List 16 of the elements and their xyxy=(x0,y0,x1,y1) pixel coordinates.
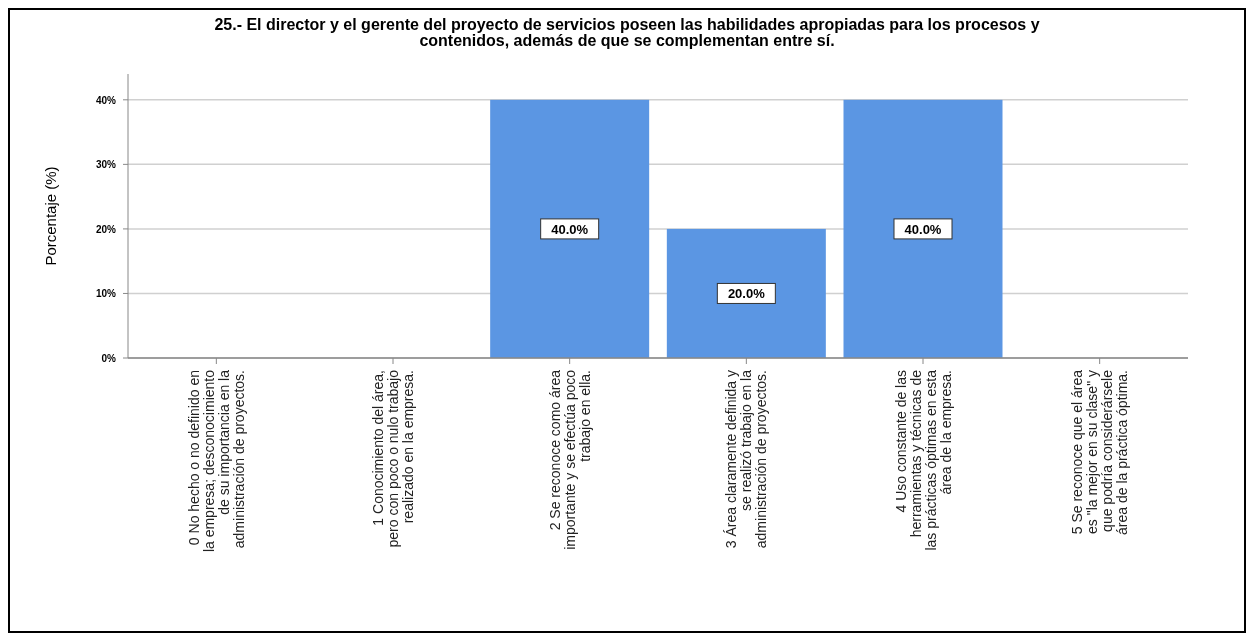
data-label: 40.0% xyxy=(551,221,589,237)
chart-title: 25.- El director y el gerente del proyecto de servicios poseen las habilidades apropiadas para los procesos y contenidos, además de que se complementan entre sí. xyxy=(214,16,1040,49)
x-tick-label: 3 Área claramente definida y se realizó trabajo en la administración de proyectos. xyxy=(723,369,770,549)
x-tick-label: 4 Uso constante de las herramientas y técnicas de las prácticas óptimas en esta área de la empresa. xyxy=(892,369,954,551)
x-tick-label: 1 Conocimiento del área, pero con poco o nulo trabajo realizado en la empresa. xyxy=(370,369,416,548)
y-tick-label: 30% xyxy=(95,159,117,171)
x-tick-label: 2 Se reconoce como área importante y se efectúa poco trabajo en ella. xyxy=(546,369,593,550)
y-tick-label: 10% xyxy=(95,288,117,300)
y-tick-label: 0% xyxy=(101,353,117,364)
x-tick-label: 0 No hecho o no definido en la empresa; desconocimiento de su importancia en la administración de proyectos. xyxy=(185,369,247,553)
x-tick-label: 5 Se reconoce que el área es "la mejor en su clase" y que podría considerársele área de la práctica óptima. xyxy=(1069,369,1131,535)
data-label: 40.0% xyxy=(904,221,942,237)
y-axis-title: Porcentaje (%) xyxy=(42,166,59,266)
data-label: 20.0% xyxy=(727,286,766,302)
y-tick-label: 20% xyxy=(95,223,117,235)
y-tick-label: 40% xyxy=(95,94,117,106)
